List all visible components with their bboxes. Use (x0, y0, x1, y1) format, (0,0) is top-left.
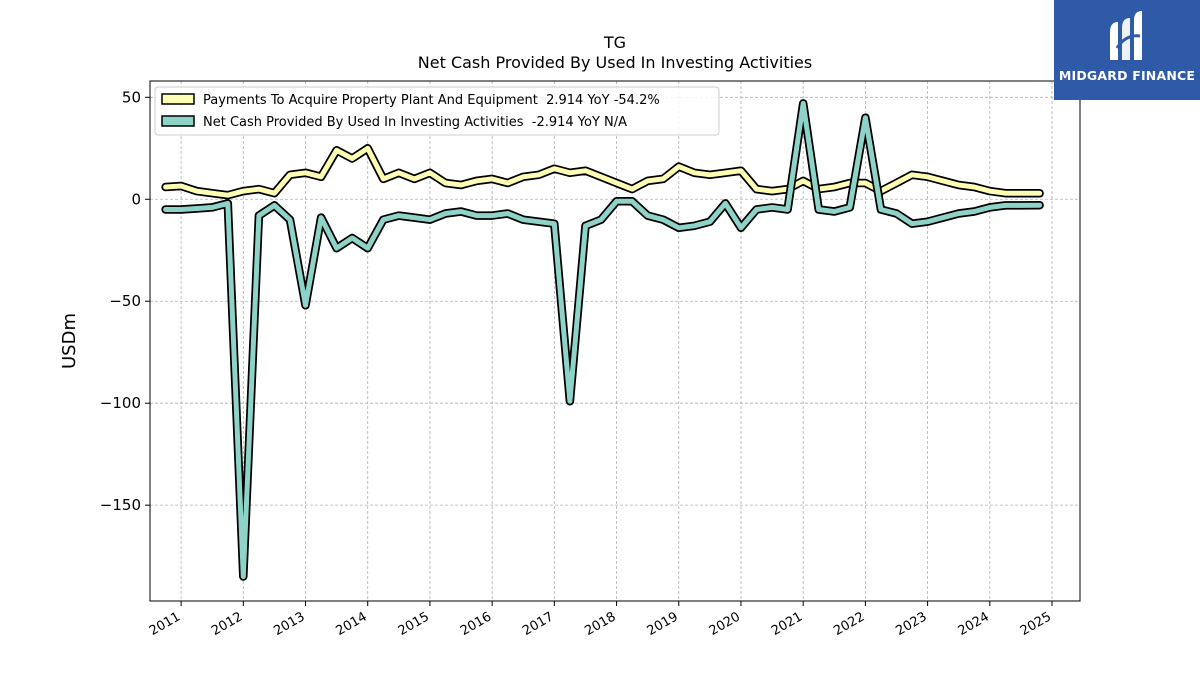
legend-label-investing: Net Cash Provided By Used In Investing A… (203, 115, 627, 130)
x-tick-label: 2020 (707, 609, 743, 639)
legend-box (154, 86, 720, 136)
x-tick-label: 2023 (893, 609, 929, 639)
x-tick-label: 2024 (956, 609, 992, 639)
series-0-line (163, 145, 1043, 198)
chart-subtitle: Net Cash Provided By Used In Investing A… (418, 53, 812, 72)
plot-frame (149, 80, 1081, 602)
x-tick-label: 2012 (209, 609, 245, 639)
y-tick-label: −100 (100, 394, 141, 412)
midgard-m-icon (1110, 11, 1142, 60)
y-tick-label: −50 (109, 292, 141, 310)
y-tick-label: −150 (100, 496, 141, 514)
grid (150, 81, 1080, 601)
chart-title: TG (603, 33, 626, 52)
x-tick-label: 2017 (520, 609, 556, 639)
logo-text: MIDGARD FINANCE (1058, 68, 1196, 83)
legend: Payments To Acquire Property Plant And E… (154, 86, 720, 136)
x-tick-label: 2022 (831, 609, 867, 639)
x-tick-label: 2019 (645, 609, 681, 639)
x-tick-label: 2013 (271, 609, 307, 639)
series-layer (161, 99, 1044, 581)
y-tick-label: 0 (131, 190, 141, 208)
series-1-line (163, 100, 1043, 579)
y-tick-label: 50 (122, 88, 141, 106)
legend-swatch-ppe (161, 93, 195, 105)
legend-swatch-investing (161, 115, 195, 127)
legend-label-ppe: Payments To Acquire Property Plant And E… (203, 93, 660, 108)
y-axis-label: USDm (59, 313, 80, 369)
x-tick-label: 2021 (769, 609, 805, 639)
x-tick-label: 2014 (334, 609, 370, 639)
brand-logo: MIDGARD FINANCE (1054, 0, 1200, 100)
x-tick-label: 2015 (396, 609, 432, 639)
x-tick-label: 2018 (582, 609, 618, 639)
x-tick-label: 2011 (147, 609, 183, 639)
x-tick-label: 2025 (1018, 609, 1054, 639)
x-tick-label: 2016 (458, 609, 494, 639)
